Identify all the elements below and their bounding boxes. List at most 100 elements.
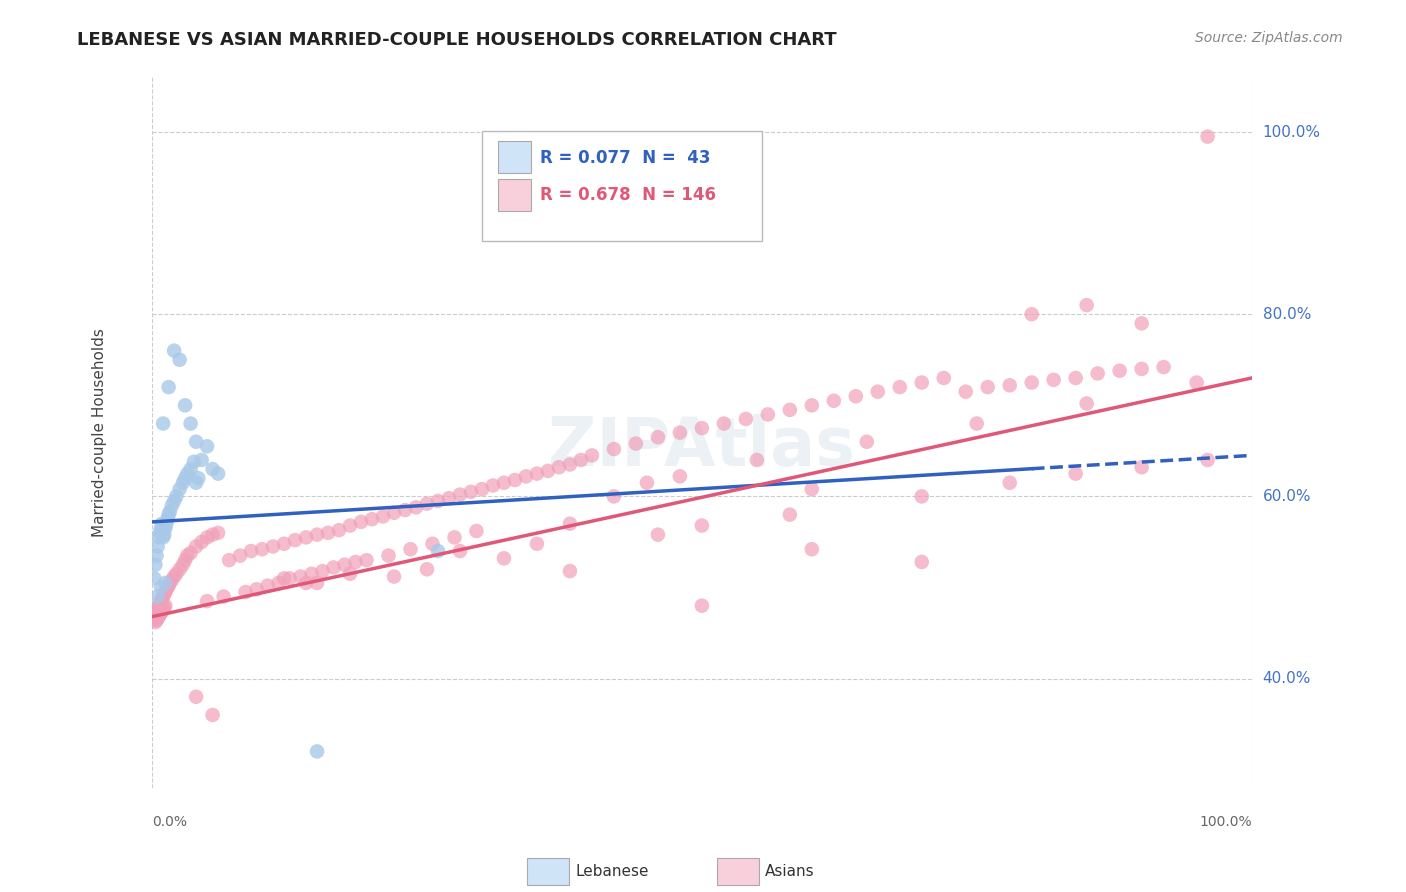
FancyBboxPatch shape <box>499 141 531 173</box>
Point <box>1197 129 1219 144</box>
Point <box>153 527 176 541</box>
Point <box>163 494 186 508</box>
Point <box>155 599 177 613</box>
Point <box>187 471 209 485</box>
Point <box>647 430 669 444</box>
Point <box>526 467 548 481</box>
Point <box>229 549 252 563</box>
Point <box>669 425 692 440</box>
Text: Lebanese: Lebanese <box>575 864 648 879</box>
Point <box>146 540 169 554</box>
Point <box>163 343 186 358</box>
Point <box>339 566 361 581</box>
Text: R = 0.077  N =  43: R = 0.077 N = 43 <box>540 149 711 167</box>
Text: Married-couple Households: Married-couple Households <box>91 328 107 537</box>
Point <box>855 434 877 449</box>
Point <box>333 558 356 572</box>
Point <box>301 566 323 581</box>
Point <box>350 515 373 529</box>
Point <box>745 453 768 467</box>
Point <box>195 530 218 544</box>
Point <box>713 417 735 431</box>
Point <box>212 590 235 604</box>
Point <box>361 512 384 526</box>
Point <box>339 518 361 533</box>
Point <box>165 566 187 581</box>
Point <box>149 581 172 595</box>
Point <box>149 521 172 535</box>
Point <box>1130 362 1153 376</box>
Point <box>180 546 202 560</box>
Point <box>1076 396 1098 410</box>
Point <box>515 469 537 483</box>
Point <box>159 575 181 590</box>
Point <box>998 475 1021 490</box>
Point <box>316 525 339 540</box>
Point <box>195 594 218 608</box>
Point <box>295 530 318 544</box>
Point <box>449 487 471 501</box>
Point <box>245 582 267 597</box>
Point <box>148 609 170 624</box>
Point <box>155 521 177 535</box>
Point <box>240 544 263 558</box>
Point <box>558 564 581 578</box>
Point <box>422 537 444 551</box>
Point <box>184 434 207 449</box>
Point <box>569 453 592 467</box>
Point <box>405 500 427 515</box>
Point <box>977 380 1000 394</box>
Point <box>207 467 229 481</box>
Point <box>460 484 482 499</box>
Point <box>371 509 394 524</box>
Point <box>800 542 823 557</box>
Point <box>492 551 515 566</box>
Point <box>145 609 167 624</box>
Point <box>149 607 172 622</box>
Point <box>207 525 229 540</box>
Point <box>394 503 416 517</box>
Point <box>416 497 439 511</box>
Point <box>150 591 173 606</box>
Point <box>305 527 328 541</box>
Point <box>273 537 295 551</box>
Point <box>152 417 174 431</box>
Point <box>169 562 191 576</box>
Point <box>779 508 801 522</box>
Point <box>911 555 934 569</box>
Point <box>581 449 603 463</box>
Point <box>148 530 170 544</box>
Point <box>911 376 934 390</box>
Point <box>1130 316 1153 330</box>
Point <box>361 854 384 868</box>
Point <box>328 523 350 537</box>
Text: ZIPAtlas: ZIPAtlas <box>548 414 855 480</box>
Point <box>344 555 367 569</box>
Point <box>155 585 177 599</box>
Point <box>1087 367 1109 381</box>
Point <box>145 558 167 572</box>
Text: R = 0.678  N = 146: R = 0.678 N = 146 <box>540 186 716 203</box>
Point <box>284 533 307 548</box>
Point <box>1185 376 1208 390</box>
Point <box>143 612 166 626</box>
Point <box>155 575 177 590</box>
Point <box>356 553 378 567</box>
Point <box>146 606 169 620</box>
Point <box>558 458 581 472</box>
Point <box>1108 364 1130 378</box>
Point <box>195 439 218 453</box>
Point <box>1130 460 1153 475</box>
Point <box>998 378 1021 392</box>
Point <box>295 575 318 590</box>
Point <box>143 571 166 585</box>
Point <box>160 573 183 587</box>
Point <box>1021 307 1043 321</box>
Point <box>174 471 197 485</box>
Point <box>190 535 212 549</box>
Point <box>152 590 174 604</box>
FancyBboxPatch shape <box>499 179 531 211</box>
Point <box>153 600 176 615</box>
Point <box>218 553 240 567</box>
Point <box>145 613 167 627</box>
